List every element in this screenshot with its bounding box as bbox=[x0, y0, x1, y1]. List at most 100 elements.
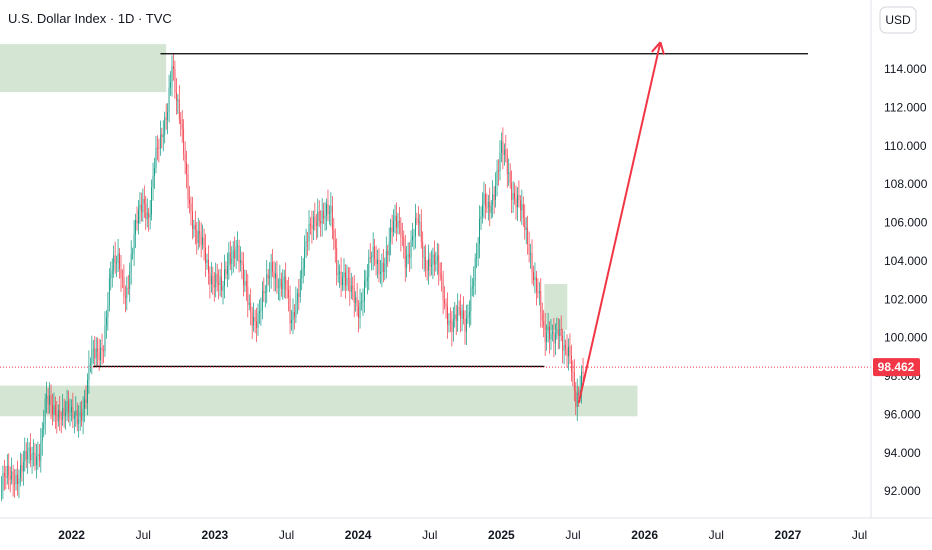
last-price-value: 98.462 bbox=[878, 360, 915, 374]
candle-body bbox=[420, 222, 422, 243]
usd-badge[interactable]: USD bbox=[879, 6, 917, 34]
candle-body bbox=[152, 176, 154, 188]
candle-body bbox=[260, 309, 262, 312]
candle-body bbox=[184, 153, 186, 163]
candle-body bbox=[167, 111, 169, 120]
time-tick-label: 2026 bbox=[631, 528, 658, 542]
candle-body bbox=[487, 202, 489, 208]
candle-body bbox=[404, 248, 406, 268]
candle-body bbox=[155, 147, 157, 169]
candle-body bbox=[87, 379, 88, 404]
candle-body bbox=[81, 412, 83, 422]
candle-body bbox=[209, 272, 211, 285]
candle-body bbox=[273, 271, 275, 279]
price-tick-label: 114.000 bbox=[884, 62, 927, 76]
candle-body bbox=[110, 273, 112, 279]
candle-body bbox=[97, 348, 99, 352]
candle-body bbox=[219, 276, 221, 286]
candle-body bbox=[557, 329, 559, 337]
candle-body bbox=[310, 223, 311, 226]
candle-body bbox=[358, 306, 359, 319]
candle-body bbox=[387, 250, 389, 256]
time-scale[interactable]: 2022 Jul 2023 Jul 2024 Jul 2025 Jul 2026 Jul 2027 J… bbox=[58, 528, 867, 542]
candle-body bbox=[135, 220, 136, 235]
candle-body bbox=[391, 227, 393, 232]
candle-body bbox=[492, 194, 494, 206]
candle-body bbox=[250, 302, 252, 313]
candle-body bbox=[116, 262, 118, 264]
candle-body bbox=[369, 257, 371, 259]
candle-body bbox=[439, 272, 441, 276]
candle-body bbox=[238, 245, 240, 263]
candle-body bbox=[547, 326, 549, 333]
candle-body bbox=[572, 371, 574, 373]
candle-body bbox=[457, 307, 459, 321]
time-tick-label: 2027 bbox=[775, 528, 802, 542]
candle-body bbox=[95, 348, 97, 359]
candle-body bbox=[288, 289, 290, 298]
candle-body bbox=[139, 204, 141, 210]
candle-body bbox=[407, 254, 409, 256]
candle-body bbox=[183, 128, 185, 154]
candle-body bbox=[364, 281, 365, 301]
candle-body bbox=[31, 453, 33, 461]
time-tick-label: Jul bbox=[852, 528, 867, 542]
candle-body bbox=[11, 471, 13, 480]
candle-body bbox=[202, 237, 204, 245]
candle-body bbox=[257, 313, 259, 328]
candle-body bbox=[506, 154, 508, 174]
candle-body bbox=[60, 417, 62, 420]
candle-body bbox=[85, 399, 87, 404]
candle-body bbox=[464, 318, 466, 332]
candle-body bbox=[476, 256, 478, 259]
candle-body bbox=[347, 277, 349, 279]
candle-body bbox=[521, 203, 523, 211]
candle-body bbox=[203, 237, 205, 248]
candle-body bbox=[205, 247, 206, 264]
candle-body bbox=[180, 119, 182, 124]
candle-body bbox=[388, 241, 390, 256]
time-tick-label: Jul bbox=[709, 528, 724, 542]
candle-body bbox=[151, 187, 152, 215]
candle-body bbox=[499, 152, 501, 172]
candle-body bbox=[56, 415, 58, 422]
candle-body bbox=[272, 262, 273, 272]
candle-body bbox=[69, 411, 71, 413]
candle-body bbox=[161, 134, 163, 138]
candle-body bbox=[323, 211, 324, 219]
candle-body bbox=[9, 475, 11, 480]
candle-body bbox=[3, 473, 5, 477]
candle-body bbox=[24, 450, 26, 462]
zone-rect bbox=[0, 385, 638, 417]
candle-body bbox=[30, 447, 32, 461]
candle-body bbox=[289, 297, 291, 324]
price-scale[interactable]: 114.000 112.000 110.000 108.000 106.000 104.0… bbox=[884, 62, 928, 498]
candle-body bbox=[546, 332, 548, 342]
price-tick-label: 96.000 bbox=[884, 407, 921, 421]
candle-body bbox=[417, 220, 419, 224]
candle-body bbox=[451, 321, 453, 332]
candle-body bbox=[573, 371, 575, 391]
candle-body bbox=[396, 215, 397, 228]
candle-body bbox=[509, 172, 511, 184]
candle-body bbox=[165, 117, 167, 120]
candle-body bbox=[276, 273, 278, 288]
candle-body bbox=[14, 483, 15, 485]
candle-body bbox=[530, 253, 531, 255]
usd-badge-frame[interactable] bbox=[879, 6, 917, 34]
candle-body bbox=[374, 246, 376, 260]
candle-body bbox=[415, 218, 416, 236]
candle-body bbox=[482, 204, 483, 217]
candle-body bbox=[106, 317, 107, 326]
candle-body bbox=[531, 253, 533, 273]
candle-body bbox=[563, 344, 565, 351]
candle-body bbox=[213, 284, 215, 288]
candle-body bbox=[108, 278, 110, 306]
candle-body bbox=[416, 218, 418, 221]
candle-body bbox=[251, 312, 253, 326]
candle-body bbox=[559, 328, 561, 337]
candle-body bbox=[486, 207, 488, 208]
candle-body bbox=[454, 314, 456, 319]
candle-body bbox=[18, 478, 20, 485]
